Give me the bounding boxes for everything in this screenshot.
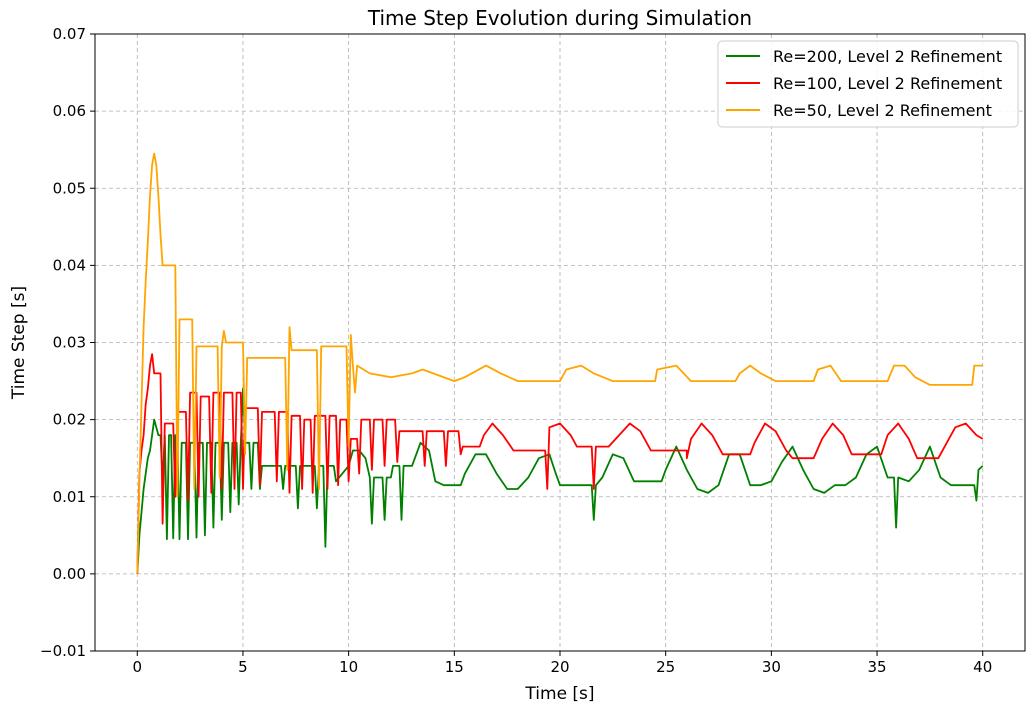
series-line-2 [136,152,983,574]
series-lines [136,152,984,574]
x-tick-label-2: 10 [339,658,358,676]
x-tick-label-3: 15 [445,658,464,676]
legend-label-0: Re=200, Level 2 Refinement [773,47,1002,66]
x-tick-label-4: 20 [550,658,569,676]
y-tick-label-4: 0.03 [53,334,86,352]
y-tick-label-2: 0.01 [53,488,86,506]
series-line-1 [136,353,984,574]
grid [95,33,1025,652]
x-tick-label-8: 40 [973,658,992,676]
y-tick-label-0: −0.01 [40,642,86,660]
x-tick-label-7: 35 [867,658,886,676]
y-tick-label-6: 0.05 [53,179,86,197]
y-tick-label-8: 0.07 [53,25,86,43]
x-tick-label-6: 30 [762,658,781,676]
x-tick-label-1: 5 [238,658,248,676]
series-line-0 [136,387,984,574]
x-tick-label-0: 0 [132,658,142,676]
y-tick-label-5: 0.04 [53,256,86,274]
y-tick-label-7: 0.06 [53,102,86,120]
legend-label-1: Re=100, Level 2 Refinement [773,74,1002,93]
legend-box [717,40,1019,128]
legend: Re=200, Level 2 Refinement Re=100, Level … [717,40,1019,128]
axis-ticks: 0 5 10 15 20 25 30 35 40 −0.01 0.00 0.01 0.02 0.03 0.0… [40,25,992,676]
legend-label-2: Re=50, Level 2 Refinement [773,101,992,120]
y-axis-label: Time Step [s] [9,286,29,400]
chart-title: Time Step Evolution during Simulation [367,6,752,30]
y-tick-label-1: 0.00 [53,565,86,583]
y-tick-label-3: 0.02 [53,411,86,429]
x-axis-label: Time [s] [524,684,594,704]
x-tick-label-5: 25 [656,658,675,676]
